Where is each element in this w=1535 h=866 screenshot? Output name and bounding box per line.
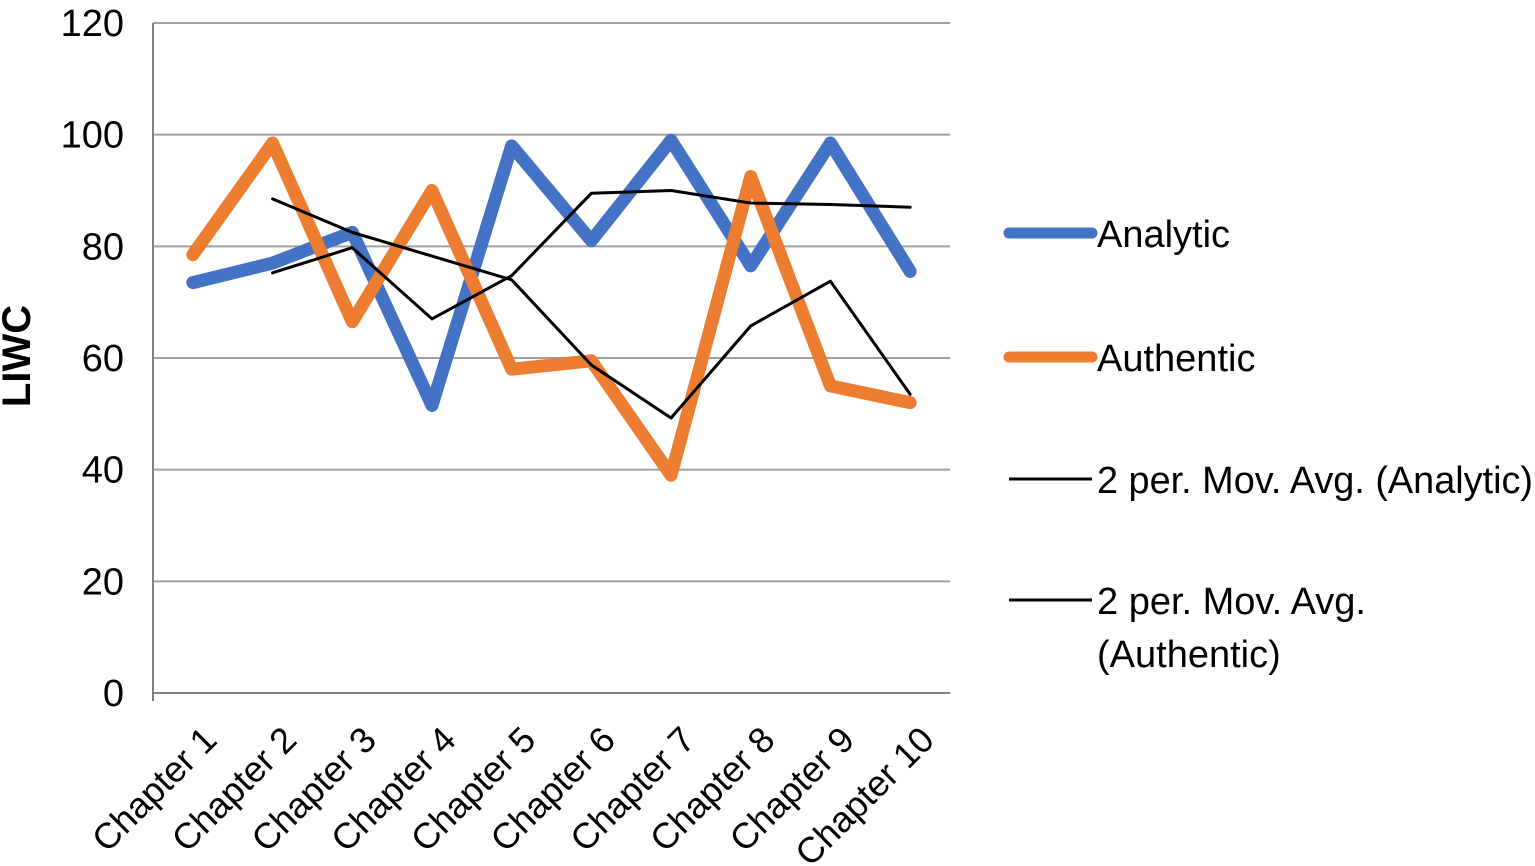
gridlines: [153, 22, 950, 694]
series-line-2-per-mov-avg-authentic: [271, 197, 912, 420]
legend: Analytic Authentic 2 per. Mov. Avg. (Analy…: [1003, 214, 1533, 676]
y-tick-label-40: 40: [82, 450, 124, 492]
y-tick-label-60: 60: [82, 338, 124, 380]
series-line-2-per-mov-avg-analytic: [271, 189, 912, 321]
legend-item-2-per-mov-avg-analytic: 2 per. Mov. Avg. (Analytic): [1009, 460, 1533, 502]
y-tick-label-80: 80: [82, 226, 124, 268]
legend-item-authentic: Authentic: [1003, 338, 1255, 380]
legend-item-2-per-mov-avg-authentic: 2 per. Mov. Avg. (Authentic): [1009, 581, 1366, 676]
legend-label: Authentic: [1097, 338, 1255, 380]
y-axis-title: LIWC: [0, 305, 39, 407]
legend-label: 2 per. Mov. Avg. (Analytic): [1097, 460, 1533, 502]
legend-label: (Authentic): [1097, 634, 1281, 676]
legend-label: Analytic: [1097, 214, 1230, 256]
y-tick-label-100: 100: [61, 115, 124, 157]
y-axis-tick-labels: 0 20 40 60 80 100 120: [61, 3, 124, 715]
y-tick-label-20: 20: [82, 561, 124, 603]
y-tick-label-0: 0: [103, 673, 124, 715]
legend-item-analytic: Analytic: [1003, 214, 1230, 256]
y-tick-label-120: 120: [61, 3, 124, 45]
series-line-authentic: [186, 136, 917, 482]
legend-label: 2 per. Mov. Avg.: [1097, 581, 1366, 623]
series-lines: [186, 133, 917, 482]
